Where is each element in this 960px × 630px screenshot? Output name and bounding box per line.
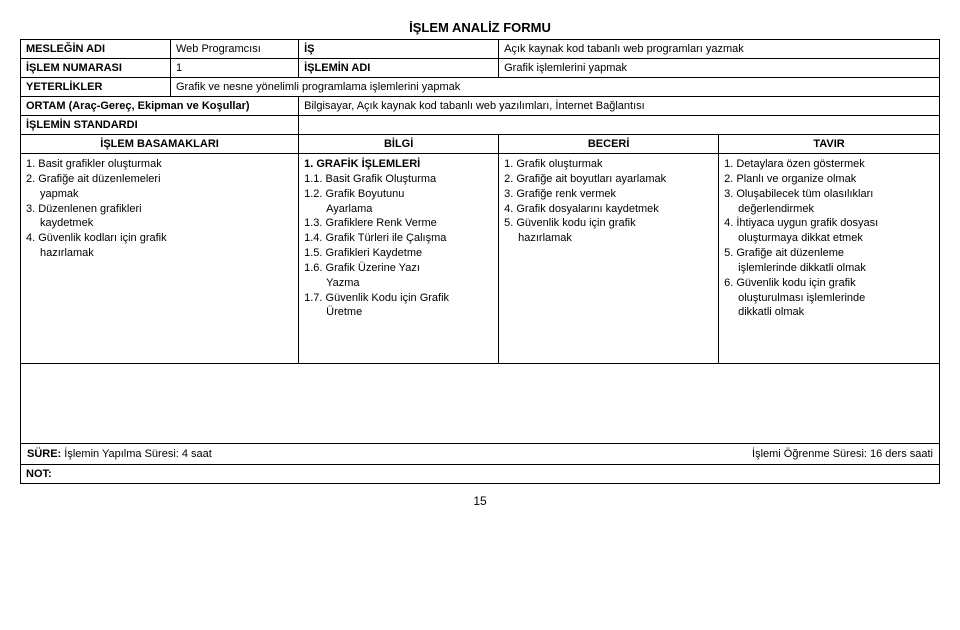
list-item: değerlendirmek [724, 202, 934, 217]
yeterlikler-label: YETERLİKLER [21, 78, 171, 97]
list-item: Üretme [304, 305, 493, 320]
header-basamak: İŞLEM BASAMAKLARI [21, 135, 299, 154]
list-item: Ayarlama [304, 202, 493, 217]
list-item: 3. Düzenlenen grafikleri [26, 202, 293, 217]
list-item: 1.5. Grafikleri Kaydetme [304, 246, 493, 261]
list-item: 4. İhtiyaca uygun grafik dosyası [724, 216, 934, 231]
standard-value [299, 116, 940, 135]
bilgi-cell: 1. GRAFİK İŞLEMLERİ 1.1. Basit Grafik Ol… [299, 154, 499, 364]
list-item: hazırlamak [26, 246, 293, 261]
list-item: 1.3. Grafiklere Renk Verme [304, 216, 493, 231]
list-item: oluşturulması işlemlerinde [724, 291, 934, 306]
list-item: 2. Planlı ve organize olmak [724, 172, 934, 187]
yeterlikler-value: Grafik ve nesne yönelimli programlama iş… [171, 78, 940, 97]
sure-text: SÜRE: İşlemin Yapılma Süresi: 4 saat [27, 448, 212, 460]
standard-label: İŞLEMİN STANDARDI [21, 116, 299, 135]
header-beceri: BECERİ [499, 135, 719, 154]
meslek-value: Web Programcısı [171, 40, 299, 59]
list-item: kaydetmek [26, 216, 293, 231]
ortam-label: ORTAM (Araç-Gereç, Ekipman ve Koşullar) [21, 97, 299, 116]
list-item: oluşturmaya dikkat etmek [724, 231, 934, 246]
is-value: Açık kaynak kod tabanlı web programları … [499, 40, 940, 59]
analysis-form-table: MESLEĞİN ADI Web Programcısı İŞ Açık kay… [20, 39, 940, 484]
list-item: 3. Oluşabilecek tüm olasılıkları [724, 187, 934, 202]
list-item: 6. Güvenlik kodu için grafik [724, 276, 934, 291]
header-tavir: TAVIR [719, 135, 940, 154]
list-item: hazırlamak [504, 231, 713, 246]
list-item: 1. GRAFİK İŞLEMLERİ [304, 157, 493, 172]
list-item: Yazma [304, 276, 493, 291]
list-item: 1. Grafik oluşturmak [504, 157, 713, 172]
list-item: dikkatli olmak [724, 305, 934, 320]
list-item: işlemlerinde dikkatli olmak [724, 261, 934, 276]
list-item: yapmak [26, 187, 293, 202]
form-title: İŞLEM ANALİZ FORMU [20, 20, 940, 35]
list-item: 4. Güvenlik kodları için grafik [26, 231, 293, 246]
list-item: 1.6. Grafik Üzerine Yazı [304, 261, 493, 276]
list-item: 2. Grafiğe ait düzenlemeleri [26, 172, 293, 187]
meslek-label: MESLEĞİN ADI [21, 40, 171, 59]
list-item: 1. Detaylara özen göstermek [724, 157, 934, 172]
ogrenme-text: İşlemi Öğrenme Süresi: 16 ders saati [752, 448, 933, 460]
list-item: 1. Basit grafikler oluşturmak [26, 157, 293, 172]
list-item: 1.7. Güvenlik Kodu için Grafik [304, 291, 493, 306]
islemin-adi-label: İŞLEMİN ADI [299, 59, 499, 78]
islemin-adi-value: Grafik işlemlerini yapmak [499, 59, 940, 78]
spacer-cell [21, 364, 940, 444]
list-item: 4. Grafik dosyalarını kaydetmek [504, 202, 713, 217]
page-number: 15 [20, 494, 940, 508]
list-item: 1.4. Grafik Türleri ile Çalışma [304, 231, 493, 246]
beceri-cell: 1. Grafik oluşturmak 2. Grafiğe ait boyu… [499, 154, 719, 364]
list-item: 1.2. Grafik Boyutunu [304, 187, 493, 202]
header-bilgi: BİLGİ [299, 135, 499, 154]
list-item: 5. Grafiğe ait düzenleme [724, 246, 934, 261]
list-item: 5. Güvenlik kodu için grafik [504, 216, 713, 231]
list-item: 1.1. Basit Grafik Oluşturma [304, 172, 493, 187]
list-item: 3. Grafiğe renk vermek [504, 187, 713, 202]
tavir-cell: 1. Detaylara özen göstermek 2. Planlı ve… [719, 154, 940, 364]
islem-no-value: 1 [171, 59, 299, 78]
is-label: İŞ [299, 40, 499, 59]
list-item: 2. Grafiğe ait boyutları ayarlamak [504, 172, 713, 187]
not-row: NOT: [21, 465, 940, 484]
islem-no-label: İŞLEM NUMARASI [21, 59, 171, 78]
ortam-value: Bilgisayar, Açık kaynak kod tabanlı web … [299, 97, 940, 116]
basamak-cell: 1. Basit grafikler oluşturmak 2. Grafiğe… [21, 154, 299, 364]
sure-row: SÜRE: İşlemin Yapılma Süresi: 4 saat İşl… [21, 444, 940, 465]
